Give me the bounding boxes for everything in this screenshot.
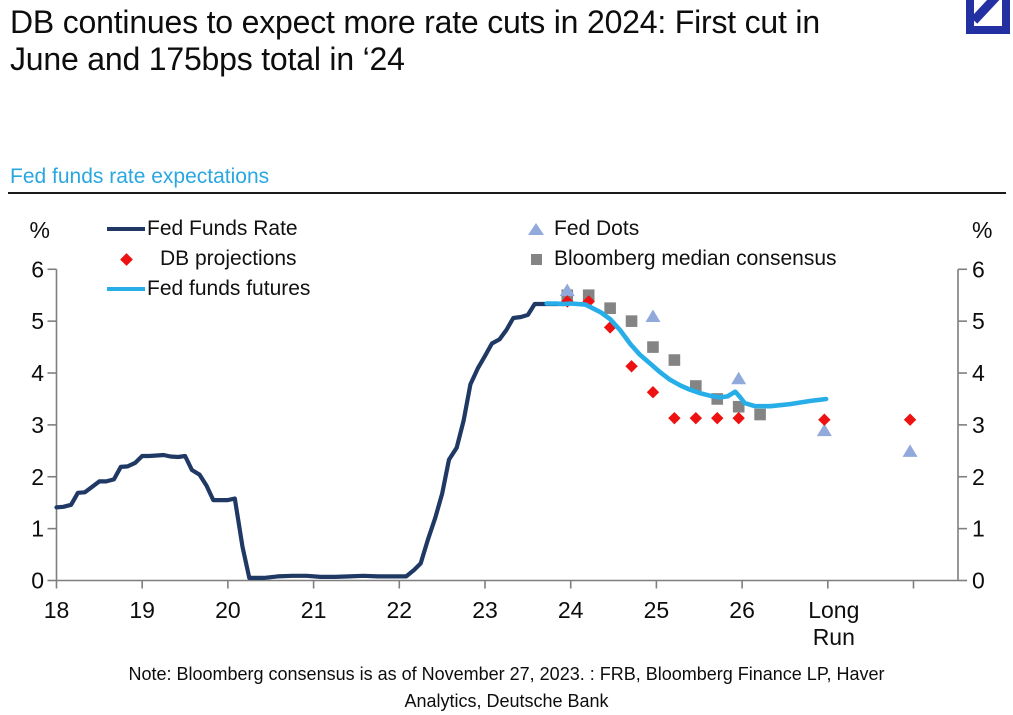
db-projection-point	[732, 411, 745, 425]
y-axis-unit-left: %	[30, 217, 50, 243]
x-tick-label: 20	[215, 597, 241, 623]
y-tick-label-right: 0	[972, 568, 985, 594]
x-tick-label: 26	[729, 597, 755, 623]
bloomberg-consensus-point	[732, 400, 745, 413]
legend-label: Bloomberg median consensus	[554, 247, 837, 270]
fed-dot-point	[902, 444, 918, 457]
bloomberg-consensus-point	[582, 289, 595, 302]
source-note-line2: Analytics, Deutsche Bank	[404, 691, 609, 711]
bloomberg-consensus-point	[604, 302, 616, 314]
red-diamond-swatch-icon	[107, 252, 145, 266]
x-tick-label: 18	[44, 597, 70, 623]
x-tick-label: 24	[558, 597, 584, 623]
legend-item-fed-funds-futures: Fed funds futures	[107, 274, 310, 304]
db-projection-point	[903, 413, 917, 426]
y-tick-label-right: 3	[972, 412, 985, 438]
db-projection-point	[689, 411, 703, 425]
legend-item-fed-funds-rate: Fed Funds Rate	[107, 214, 310, 244]
x-tick-label: 25	[644, 597, 670, 623]
chart-legend-right: Fed Dots Bloomberg median consensus	[527, 214, 837, 274]
bloomberg-consensus-point	[625, 315, 638, 327]
y-tick-label-left: 3	[31, 412, 44, 438]
fed-dot-point	[816, 423, 832, 437]
legend-item-fed-dots: Fed Dots	[527, 214, 837, 244]
legend-label: Fed funds futures	[147, 277, 311, 300]
y-tick-label-right: 4	[972, 360, 985, 386]
db-projection-point	[646, 386, 660, 399]
db-projection-point	[625, 360, 638, 373]
legend-label: DB projections	[160, 247, 297, 270]
deutsche-bank-logo-icon	[966, 0, 1010, 34]
x-tick-label: 23	[472, 597, 498, 623]
bloomberg-consensus-point	[754, 408, 766, 421]
x-tick-label-long-run: Long	[808, 597, 859, 623]
source-note: Note: Bloomberg consensus is as of Novem…	[0, 661, 1013, 715]
chart-legend-left: Fed Funds Rate DB projections Fed funds …	[107, 214, 310, 304]
x-tick-label: 22	[387, 597, 413, 623]
fed-dot-point	[559, 283, 575, 297]
bloomberg-consensus-point	[647, 341, 659, 353]
legend-item-bloomberg-consensus: Bloomberg median consensus	[527, 244, 837, 274]
db-projection-point	[582, 295, 595, 308]
y-tick-label-left: 6	[31, 256, 44, 282]
gray-square-swatch-icon	[527, 253, 545, 265]
db-projection-point	[711, 411, 724, 425]
x-tick-label-long-run: Run	[813, 624, 855, 650]
y-tick-label-right: 2	[972, 464, 985, 490]
y-tick-label-left: 5	[31, 308, 44, 334]
bloomberg-consensus-point	[690, 380, 702, 392]
fed-funds-futures-line	[544, 301, 829, 409]
db-projection-point	[818, 413, 831, 426]
y-tick-label-left: 2	[31, 464, 44, 490]
y-tick-label-left: 0	[31, 568, 44, 594]
navy-line-swatch-icon	[107, 227, 145, 231]
x-tick-label: 19	[129, 597, 155, 623]
fed-funds-rate-line	[54, 301, 566, 581]
y-tick-label-right: 6	[972, 256, 985, 282]
db-projection-point	[668, 411, 681, 425]
db-projection-point	[603, 321, 617, 334]
section-divider	[8, 192, 1006, 194]
legend-label: Fed Dots	[554, 217, 640, 240]
legend-item-db-projections: DB projections	[107, 244, 310, 274]
x-tick-label: 21	[301, 597, 327, 623]
legend-label: Fed Funds Rate	[147, 217, 298, 240]
fed-dot-point	[731, 371, 747, 385]
page-title: DB continues to expect more rate cuts in…	[10, 4, 820, 77]
fed-dot-point	[645, 309, 661, 322]
y-tick-label-left: 1	[31, 516, 44, 542]
cyan-line-swatch-icon	[107, 287, 145, 291]
y-tick-label-right: 1	[972, 516, 985, 542]
triangle-swatch-icon	[527, 223, 545, 235]
y-tick-label-right: 5	[972, 308, 985, 334]
y-axis-unit-right: %	[972, 217, 992, 243]
chart-section-label: Fed funds rate expectations	[10, 165, 270, 188]
source-note-line1: Note: Bloomberg consensus is as of Novem…	[128, 664, 885, 684]
bloomberg-consensus-point	[668, 354, 681, 366]
y-tick-label-left: 4	[31, 360, 44, 386]
